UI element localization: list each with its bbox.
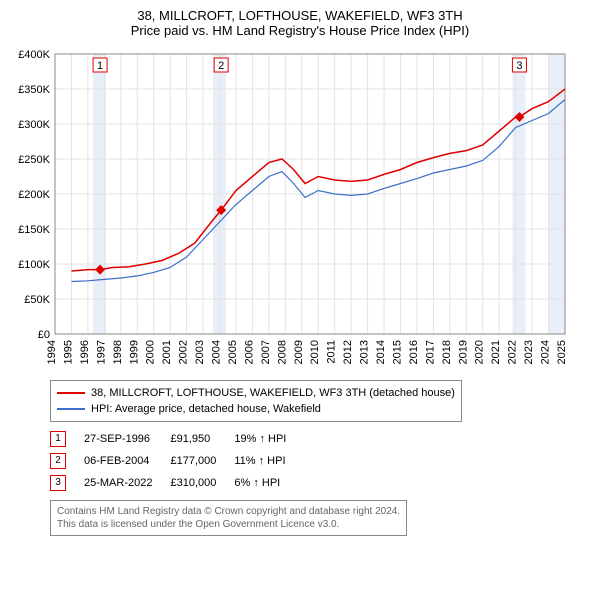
svg-text:2008: 2008 <box>276 340 288 364</box>
sale-price: £310,000 <box>170 472 234 494</box>
svg-text:2001: 2001 <box>161 340 173 364</box>
svg-text:2004: 2004 <box>211 340 223 364</box>
svg-text:£200K: £200K <box>18 189 50 201</box>
svg-text:2009: 2009 <box>293 340 305 364</box>
svg-text:2012: 2012 <box>342 340 354 364</box>
legend-swatch <box>57 408 85 410</box>
sale-date: 27-SEP-1996 <box>84 428 170 450</box>
sale-marker-badge: 3 <box>50 475 66 491</box>
svg-text:2025: 2025 <box>556 340 568 364</box>
svg-text:2015: 2015 <box>391 340 403 364</box>
sale-marker-badge: 2 <box>50 453 66 469</box>
chart-title-line1: 38, MILLCROFT, LOFTHOUSE, WAKEFIELD, WF3… <box>10 8 590 23</box>
svg-text:2022: 2022 <box>507 340 519 364</box>
svg-text:1994: 1994 <box>46 340 58 364</box>
svg-text:£50K: £50K <box>24 294 50 306</box>
attribution: Contains HM Land Registry data © Crown c… <box>50 500 407 536</box>
svg-text:£150K: £150K <box>18 224 50 236</box>
svg-text:2019: 2019 <box>457 340 469 364</box>
legend-item: 38, MILLCROFT, LOFTHOUSE, WAKEFIELD, WF3… <box>57 385 455 401</box>
svg-text:2000: 2000 <box>145 340 157 364</box>
svg-text:1998: 1998 <box>112 340 124 364</box>
svg-text:2023: 2023 <box>523 340 535 364</box>
svg-text:1996: 1996 <box>79 340 91 364</box>
svg-text:2002: 2002 <box>178 340 190 364</box>
svg-text:2010: 2010 <box>309 340 321 364</box>
svg-text:2021: 2021 <box>490 340 502 364</box>
legend-label: 38, MILLCROFT, LOFTHOUSE, WAKEFIELD, WF3… <box>91 385 455 401</box>
svg-text:2020: 2020 <box>474 340 486 364</box>
svg-text:2005: 2005 <box>227 340 239 364</box>
sale-marker-badge: 1 <box>50 431 66 447</box>
svg-text:£300K: £300K <box>18 119 50 131</box>
svg-text:2024: 2024 <box>540 340 552 364</box>
sale-delta: 6% ↑ HPI <box>234 472 304 494</box>
sale-date: 06-FEB-2004 <box>84 450 170 472</box>
attribution-line: This data is licensed under the Open Gov… <box>57 518 400 531</box>
sale-price: £177,000 <box>170 450 234 472</box>
svg-text:2011: 2011 <box>326 340 338 364</box>
sale-delta: 19% ↑ HPI <box>234 428 304 450</box>
sale-delta: 11% ↑ HPI <box>234 450 304 472</box>
svg-text:2018: 2018 <box>441 340 453 364</box>
table-row: 1 27-SEP-1996 £91,950 19% ↑ HPI <box>50 428 304 450</box>
svg-text:1997: 1997 <box>95 340 107 364</box>
table-row: 3 25-MAR-2022 £310,000 6% ↑ HPI <box>50 472 304 494</box>
legend-label: HPI: Average price, detached house, Wake… <box>91 401 321 417</box>
attribution-line: Contains HM Land Registry data © Crown c… <box>57 505 400 518</box>
svg-text:2016: 2016 <box>408 340 420 364</box>
svg-text:2006: 2006 <box>243 340 255 364</box>
legend: 38, MILLCROFT, LOFTHOUSE, WAKEFIELD, WF3… <box>50 380 462 422</box>
chart-title-line2: Price paid vs. HM Land Registry's House … <box>10 23 590 38</box>
svg-text:1999: 1999 <box>128 340 140 364</box>
svg-text:£0: £0 <box>38 329 50 341</box>
sale-price: £91,950 <box>170 428 234 450</box>
price-chart: £0 £50K £100K £150K £200K £250K £300K £350K £400… <box>10 44 590 374</box>
svg-text:2: 2 <box>218 60 224 72</box>
svg-text:£400K: £400K <box>18 49 50 61</box>
svg-text:1: 1 <box>97 60 103 72</box>
svg-text:2014: 2014 <box>375 340 387 364</box>
svg-text:£100K: £100K <box>18 259 50 271</box>
svg-text:£250K: £250K <box>18 154 50 166</box>
svg-text:2017: 2017 <box>424 340 436 364</box>
table-row: 2 06-FEB-2004 £177,000 11% ↑ HPI <box>50 450 304 472</box>
svg-text:2007: 2007 <box>260 340 272 364</box>
svg-text:2003: 2003 <box>194 340 206 364</box>
svg-text:3: 3 <box>516 60 522 72</box>
svg-text:£350K: £350K <box>18 84 50 96</box>
legend-swatch <box>57 392 85 394</box>
sales-table: 1 27-SEP-1996 £91,950 19% ↑ HPI 2 06-FEB… <box>50 428 304 494</box>
svg-text:1995: 1995 <box>62 340 74 364</box>
legend-item: HPI: Average price, detached house, Wake… <box>57 401 455 417</box>
sale-date: 25-MAR-2022 <box>84 472 170 494</box>
svg-text:2013: 2013 <box>359 340 371 364</box>
